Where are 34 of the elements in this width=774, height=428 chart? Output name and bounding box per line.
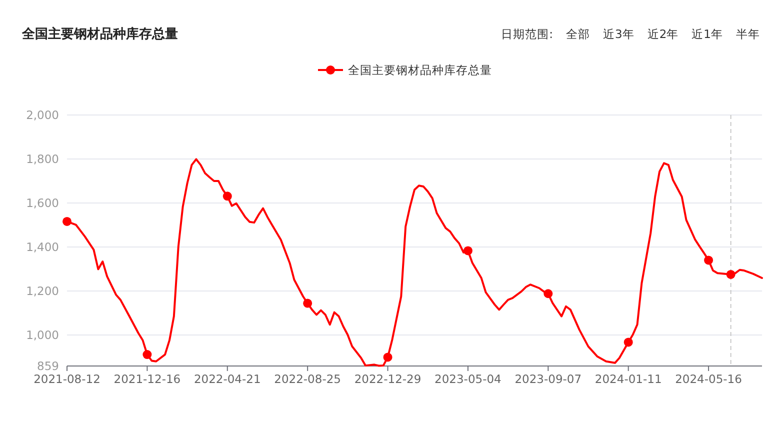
point: [624, 338, 633, 347]
point: [704, 256, 714, 265]
y-tick-label: 1,800: [26, 152, 59, 166]
x-tick-label: 2022-08-25: [274, 372, 341, 386]
point: [303, 298, 312, 308]
point: [383, 352, 392, 362]
point: [463, 246, 472, 256]
point: [142, 350, 152, 360]
point: [62, 216, 72, 226]
y-tick-label: 1,400: [26, 240, 59, 254]
y-tick-label: 1,600: [26, 196, 59, 210]
x-tick-label: 2024-05-16: [675, 372, 742, 386]
x-tick-label: 2021-08-12: [34, 372, 100, 386]
x-tick-label: 2023-05-04: [434, 372, 502, 386]
point: [726, 270, 736, 279]
x-tick-label: 2022-12-29: [354, 372, 422, 386]
y-tick-label: 1,000: [26, 328, 59, 342]
text: 近1年: [692, 27, 723, 41]
y-tick-label: 859: [37, 359, 59, 373]
text: 日期范围:: [501, 27, 554, 41]
text: 全部: [566, 27, 590, 41]
x-tick-label: 2023-09-07: [514, 372, 582, 386]
y-tick-label: 1,200: [26, 284, 59, 298]
legend-label: 全国主要钢材品种库存总量: [348, 63, 492, 77]
point: [222, 192, 232, 201]
text: 近3年: [603, 27, 634, 41]
x-tick-label: 2022-04-21: [194, 372, 261, 386]
text: 近2年: [647, 27, 679, 41]
point: [544, 289, 553, 298]
y-tick-label: 2,000: [26, 108, 59, 122]
text: 半年: [736, 27, 760, 41]
chart-title: 全国主要钢材品种库存总量: [21, 26, 178, 42]
x-tick-label: 2024-01-11: [594, 372, 662, 386]
x-tick-label: 2021-12-16: [114, 372, 181, 386]
